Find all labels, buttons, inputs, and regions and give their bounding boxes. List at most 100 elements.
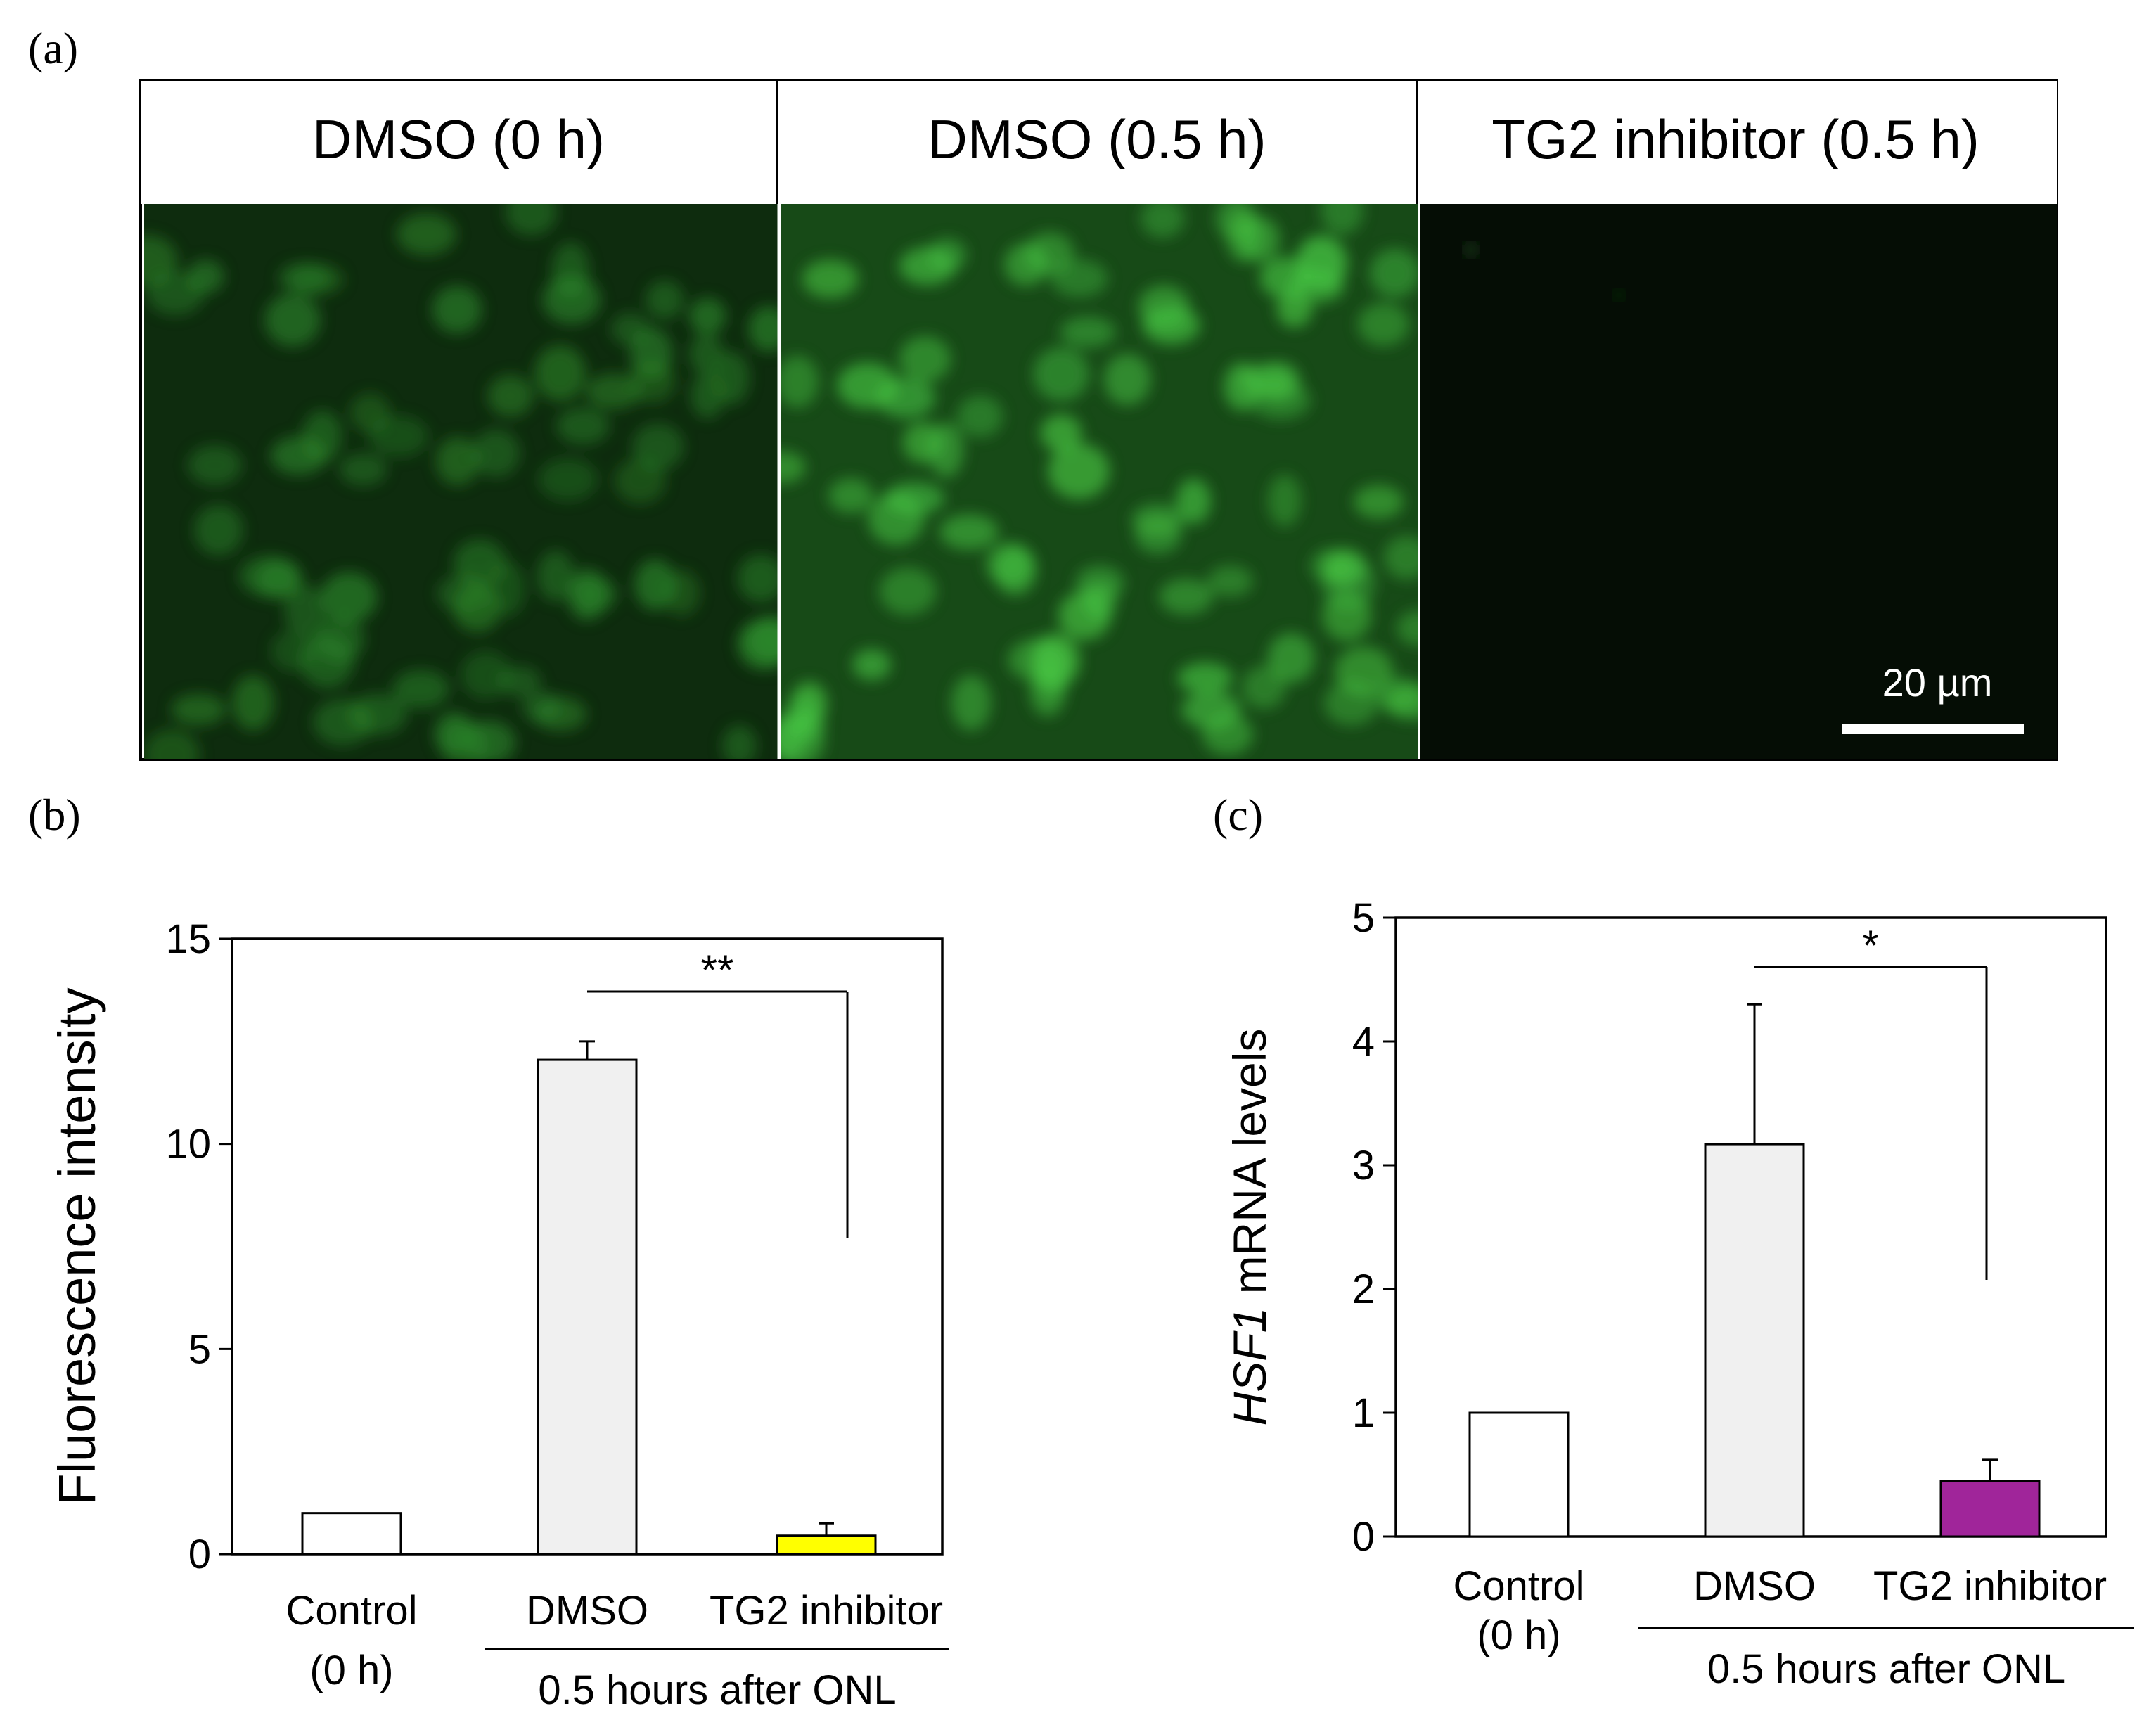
y-tick-label: 5 — [1352, 895, 1375, 941]
cell-blob — [737, 554, 779, 603]
cell-blob — [239, 556, 300, 597]
panel-label-a: (a) — [28, 23, 78, 73]
cell-blob — [171, 693, 226, 726]
cell-blob — [1268, 633, 1315, 683]
cell-blob — [472, 429, 520, 477]
cell-blob — [1141, 204, 1185, 238]
cell-blob — [899, 336, 951, 383]
cell-blob — [288, 264, 345, 296]
cell-blob — [713, 351, 750, 405]
cell-blob — [396, 213, 456, 256]
cell-blob — [487, 375, 534, 417]
cell-blob — [739, 621, 779, 662]
header-row — [141, 81, 2057, 204]
cell-blob — [1176, 478, 1211, 525]
micrograph-header-dmso-0h: DMSO (0 h) — [312, 108, 605, 170]
x-category-label: DMSO — [1693, 1563, 1816, 1609]
cell-blob — [1296, 236, 1349, 291]
cell-blob — [1159, 578, 1214, 615]
cell-blob — [1354, 485, 1404, 519]
cell-blob — [551, 242, 590, 299]
cell-blob — [1075, 565, 1125, 601]
cell-blob — [784, 693, 821, 732]
y-tick-label: 2 — [1352, 1267, 1375, 1312]
group-label: 0.5 hours after ONL — [1707, 1646, 2065, 1692]
cell-blob — [1397, 610, 1419, 646]
cell-blob — [1224, 362, 1262, 411]
cell-blob — [144, 235, 178, 287]
cell-blob — [187, 445, 243, 486]
micrograph-header-tg2-05h: TG2 inhibitor (0.5 h) — [1491, 108, 1979, 170]
y-tick-label: 0 — [1352, 1514, 1375, 1560]
x-category-label: DMSO — [526, 1588, 648, 1634]
cell-blob — [462, 720, 516, 759]
cell-blob — [1178, 662, 1233, 694]
panel-label-b: (b) — [28, 790, 81, 840]
y-tick-label: 15 — [165, 916, 211, 962]
cell-blob — [392, 669, 450, 709]
significance-stars: * — [1862, 922, 1878, 969]
x-category-label: Control — [286, 1588, 418, 1634]
cell-blob — [610, 312, 650, 346]
cell-blob — [521, 691, 561, 724]
x-category-label: (0 h) — [309, 1648, 393, 1693]
y-axis-label-rest: mRNA levels — [1224, 1029, 1276, 1307]
cell-blob — [585, 373, 642, 410]
scale-bar — [1842, 724, 2024, 734]
cell-blob — [312, 699, 373, 746]
cell-blob — [1142, 306, 1200, 345]
panel-label-c: (c) — [1213, 790, 1263, 840]
y-tick-label: 5 — [188, 1326, 211, 1372]
significance-stars: ** — [701, 947, 734, 994]
cell-blob — [1103, 354, 1151, 406]
cell-blob — [781, 355, 819, 409]
bar — [537, 1058, 638, 1556]
y-axis-label-gene: HSF1 — [1224, 1307, 1276, 1426]
cell-blob — [1033, 347, 1090, 402]
micrograph-dmso-0h — [144, 204, 779, 759]
cell-blob — [646, 280, 684, 320]
cell-blob — [688, 297, 726, 335]
y-tick-label: 3 — [1352, 1143, 1375, 1188]
cell-blob — [632, 423, 684, 470]
cell-blob — [264, 293, 321, 347]
cell-blob — [534, 345, 586, 402]
y-axis-label: Fluorescence intensity — [48, 987, 106, 1505]
cell-blob — [1369, 248, 1419, 298]
cell-blob — [1215, 204, 1256, 241]
y-axis-label: HSF1 mRNA levels — [1224, 1029, 1276, 1426]
bar — [1704, 1143, 1805, 1538]
cell-blob — [1040, 414, 1082, 452]
bar — [1939, 1480, 2041, 1538]
cell-blob — [499, 666, 541, 698]
cell-blob — [538, 458, 598, 501]
chart-fluorescence-intensity: 0 5 10 15 Fluorescence intensity Control (0 h)… — [48, 916, 949, 1713]
micrograph-panel: DMSO (0 h) DMSO (0.5 h) TG2 inhibitor (0… — [139, 79, 2058, 761]
cell-blob — [432, 286, 482, 334]
micrograph-tg2-05h — [1420, 204, 2057, 759]
cell-blob — [1335, 646, 1393, 696]
y-tick-label: 1 — [1352, 1390, 1375, 1436]
cell-blob — [994, 546, 1037, 596]
cell-blob — [270, 436, 327, 475]
cell-blob — [567, 568, 607, 621]
cell-blob — [556, 407, 610, 445]
cell-blob — [1207, 565, 1254, 597]
cell-blob — [951, 675, 992, 731]
cell-blob — [460, 650, 512, 700]
cell-blob — [957, 395, 1003, 437]
cell-blob — [283, 584, 326, 637]
cell-blob — [1321, 204, 1363, 235]
cell-blob — [437, 574, 492, 613]
bar — [776, 1534, 877, 1556]
cell-blob — [929, 422, 964, 478]
cell-blob — [1181, 691, 1241, 729]
cell-blob — [339, 453, 387, 486]
cell-blob — [300, 633, 354, 688]
micrograph-header-dmso-05h: DMSO (0.5 h) — [928, 108, 1266, 170]
cell-blob — [537, 550, 575, 602]
bar — [1468, 1411, 1570, 1538]
cell-blob — [232, 675, 274, 731]
cell-blob — [781, 451, 806, 484]
